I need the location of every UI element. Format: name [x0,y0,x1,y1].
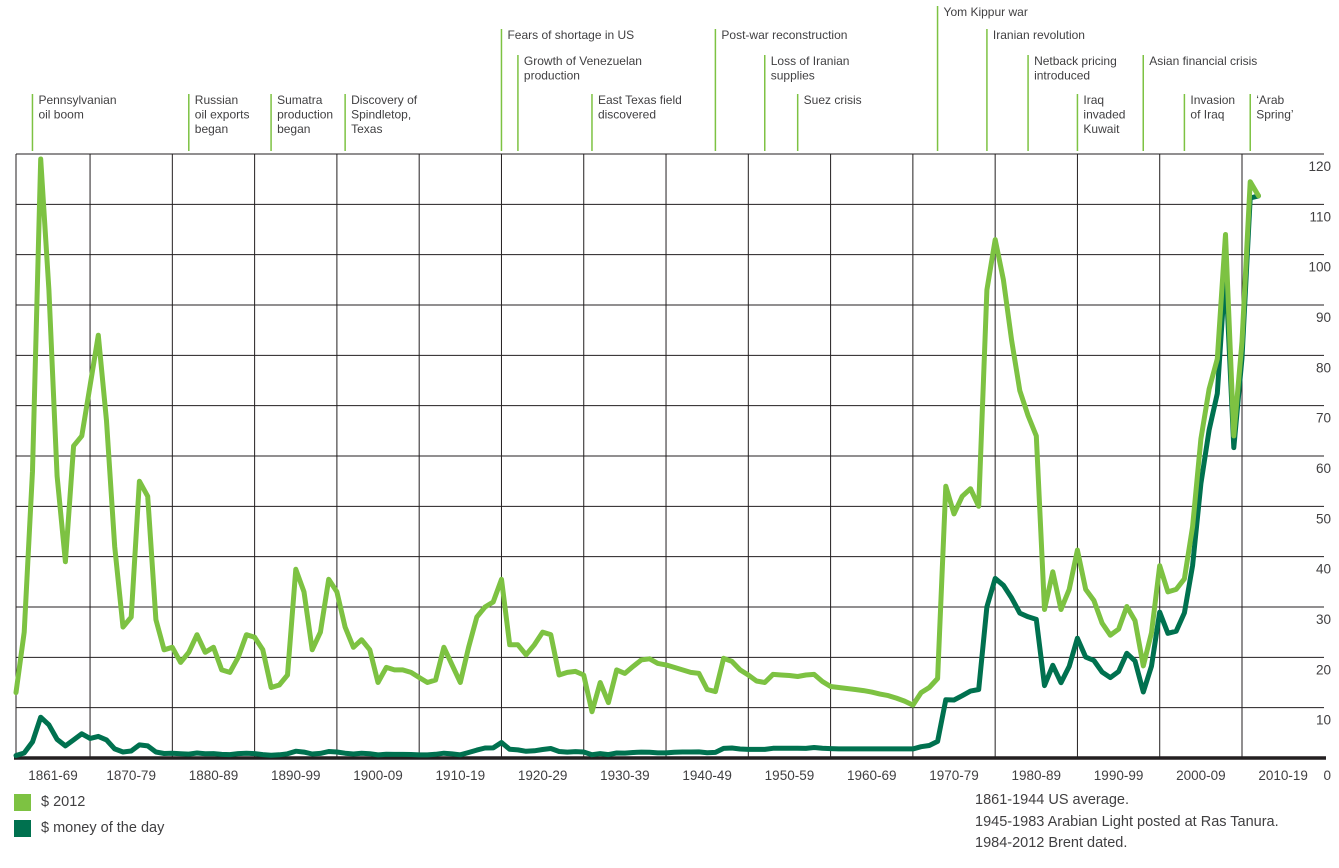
svg-text:Iraq: Iraq [1083,93,1104,107]
legend-swatch-money-of-the-day [14,819,31,837]
x-axis-labels: 1861-69 1870-79 1880-89 1890-99 1900-09 1910-… [28,768,1308,783]
svg-text:Asian financial crisis: Asian financial crisis [1149,54,1257,68]
svg-text:Sumatra: Sumatra [277,93,323,107]
svg-text:Growth of Venezuelan: Growth of Venezuelan [524,54,642,68]
legend-item-money-of-the-day: $ money of the day [14,818,164,838]
svg-text:of Iraq: of Iraq [1190,108,1224,122]
annotation-asian-financial-crisis: Asian financial crisis [1142,54,1257,151]
svg-text:1880-89: 1880-89 [189,768,239,783]
svg-text:Post-war reconstruction: Post-war reconstruction [721,28,847,42]
footnote-line-brent: 1984-2012 Brent dated. [975,835,1128,851]
svg-text:Loss of Iranian: Loss of Iranian [771,54,850,68]
svg-text:Suez crisis: Suez crisis [804,93,862,107]
svg-text:2010-19: 2010-19 [1258,768,1308,783]
svg-text:1990-99: 1990-99 [1094,768,1144,783]
svg-text:‘Arab: ‘Arab [1256,93,1284,107]
svg-text:0: 0 [1323,768,1331,783]
svg-text:1870-79: 1870-79 [106,768,156,783]
chart-legend: $ 2012 $ money of the day [14,792,164,844]
svg-text:90: 90 [1316,310,1331,325]
svg-text:Yom Kippur war: Yom Kippur war [944,5,1028,19]
svg-text:1930-39: 1930-39 [600,768,650,783]
svg-text:1970-79: 1970-79 [929,768,979,783]
svg-text:Netback pricing: Netback pricing [1034,54,1117,68]
svg-text:70: 70 [1316,411,1331,426]
svg-text:30: 30 [1316,612,1331,627]
svg-text:discovered: discovered [598,108,656,122]
legend-label-money-of-the-day: $ money of the day [41,820,165,836]
svg-text:40: 40 [1316,562,1331,577]
svg-text:East Texas field: East Texas field [598,93,682,107]
annotation-suez-crisis: Suez crisis [796,93,862,151]
svg-text:1960-69: 1960-69 [847,768,897,783]
svg-text:110: 110 [1309,209,1331,224]
svg-text:1900-09: 1900-09 [353,768,403,783]
svg-text:supplies: supplies [771,69,815,83]
svg-text:Pennsylvanian: Pennsylvanian [38,93,116,107]
y-axis-labels: 0 10 20 30 40 50 60 70 80 90 100 110 120 [1308,159,1331,783]
gridlines [15,153,1324,758]
svg-text:production: production [277,108,333,122]
series-line-money-of-the-day [13,193,1261,758]
svg-text:Spring’: Spring’ [1256,108,1293,122]
svg-text:120: 120 [1308,159,1331,174]
svg-text:Russian: Russian [195,93,238,107]
svg-text:Fears of shortage in US: Fears of shortage in US [507,28,634,42]
svg-text:50: 50 [1316,511,1331,526]
footnote-line-arabian-light: 1945-1983 Arabian Light posted at Ras Ta… [975,813,1279,830]
svg-text:began: began [277,122,310,136]
svg-text:1890-99: 1890-99 [271,768,321,783]
svg-text:1910-19: 1910-19 [436,768,486,783]
svg-text:oil boom: oil boom [38,108,83,122]
svg-text:60: 60 [1316,461,1331,476]
price-basis-footnote: 1861-1944 US average. 1945-1983 Arabian … [975,790,1279,855]
svg-text:1980-89: 1980-89 [1012,768,1062,783]
svg-text:10: 10 [1316,713,1331,728]
svg-text:Iranian revolution: Iranian revolution [993,28,1085,42]
annotation-post-war-reconstruction: Post-war reconstruction [714,28,847,151]
annotation-fears-of-shortage-in-us: Fears of shortage in US [500,28,634,151]
svg-text:Invasion: Invasion [1190,93,1235,107]
svg-text:80: 80 [1316,360,1331,375]
svg-text:invaded: invaded [1083,108,1125,122]
series-line-2012-dollars [13,156,1261,715]
svg-text:1920-29: 1920-29 [518,768,568,783]
legend-label-2012-dollars: $ 2012 [41,794,86,810]
svg-text:1950-59: 1950-59 [765,768,815,783]
annotation-iranian-revolution: Iranian revolution [986,28,1085,151]
svg-text:production: production [524,69,580,83]
svg-text:1940-49: 1940-49 [682,768,732,783]
svg-text:1861-69: 1861-69 [28,768,78,783]
svg-text:100: 100 [1308,260,1331,275]
annotation-yom-kippur-war: Yom Kippur war [936,5,1028,151]
svg-text:Spindletop,: Spindletop, [351,108,411,122]
legend-swatch-2012-dollars [14,793,31,811]
svg-text:oil exports: oil exports [195,108,250,122]
svg-text:Discovery of: Discovery of [351,93,418,107]
svg-text:Kuwait: Kuwait [1083,122,1120,136]
svg-text:introduced: introduced [1034,69,1090,83]
svg-text:2000-09: 2000-09 [1176,768,1226,783]
legend-item-2012-dollars: $ 2012 [14,792,164,812]
svg-text:began: began [195,122,228,136]
svg-text:20: 20 [1316,662,1331,677]
svg-text:Texas: Texas [351,122,382,136]
footnote-line-us-average: 1861-1944 US average. [975,792,1129,808]
